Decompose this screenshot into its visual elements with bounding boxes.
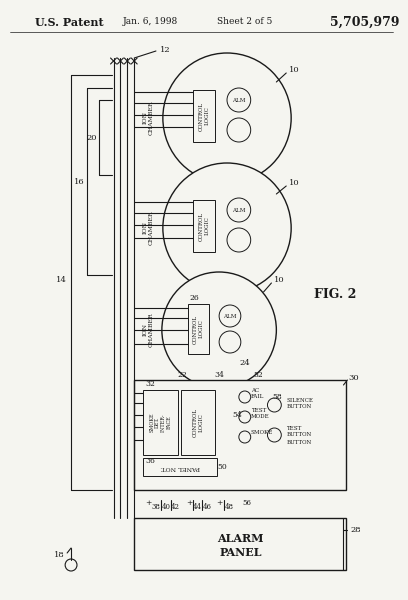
Bar — [143, 458, 217, 476]
Text: 22: 22 — [178, 371, 187, 379]
Text: 36: 36 — [145, 457, 155, 465]
Circle shape — [163, 53, 291, 183]
Text: 18: 18 — [54, 551, 64, 559]
Text: +: + — [216, 499, 222, 507]
Text: 5,705,979: 5,705,979 — [330, 16, 400, 28]
Bar — [181, 390, 215, 455]
Bar — [188, 304, 209, 354]
Text: FAIL: FAIL — [251, 395, 264, 400]
Text: 42: 42 — [171, 503, 180, 511]
Text: +: + — [145, 499, 151, 507]
Text: FIG. 2: FIG. 2 — [315, 289, 357, 301]
Text: ION
CHAMBER: ION CHAMBER — [143, 211, 153, 245]
Text: SILENCE: SILENCE — [286, 397, 313, 403]
Text: ION
CHAMBER: ION CHAMBER — [143, 313, 153, 347]
Text: 10: 10 — [289, 179, 299, 187]
Text: MODE: MODE — [251, 415, 269, 419]
Text: U.S. Patent: U.S. Patent — [35, 16, 103, 28]
Text: 58: 58 — [273, 393, 282, 401]
Text: 52: 52 — [254, 371, 264, 379]
Text: 10: 10 — [274, 276, 285, 284]
Circle shape — [227, 118, 251, 142]
Text: PANEL: PANEL — [219, 547, 262, 557]
Text: 10: 10 — [289, 66, 299, 74]
Text: 50: 50 — [217, 463, 227, 471]
Circle shape — [268, 398, 281, 412]
Text: ALM: ALM — [232, 208, 246, 212]
Text: 40: 40 — [161, 503, 170, 511]
Text: BUTTON: BUTTON — [286, 439, 311, 445]
Text: BUTTON: BUTTON — [286, 433, 311, 437]
Text: +: + — [186, 499, 193, 507]
Circle shape — [227, 198, 251, 222]
Circle shape — [239, 431, 251, 443]
Text: Jan. 6, 1998: Jan. 6, 1998 — [122, 17, 177, 26]
Text: 54: 54 — [232, 411, 242, 419]
Circle shape — [227, 88, 251, 112]
Text: PANEL NOT.: PANEL NOT. — [160, 464, 200, 469]
Text: ION
CHAMBER: ION CHAMBER — [143, 101, 153, 136]
Text: 34: 34 — [214, 371, 224, 379]
Text: ALM: ALM — [223, 313, 237, 319]
Bar — [193, 200, 215, 252]
Text: 44: 44 — [193, 503, 202, 511]
Text: Sheet 2 of 5: Sheet 2 of 5 — [217, 17, 273, 26]
Text: 12: 12 — [160, 46, 171, 54]
Bar — [193, 90, 215, 142]
Text: CONTROL
LOGIC: CONTROL LOGIC — [199, 211, 210, 241]
Bar — [134, 518, 346, 570]
Bar — [143, 390, 177, 455]
Circle shape — [162, 272, 276, 388]
Text: SMOKE: SMOKE — [251, 430, 273, 434]
Circle shape — [219, 331, 241, 353]
Text: 48: 48 — [224, 503, 233, 511]
Text: 20: 20 — [86, 134, 97, 142]
Text: TEST: TEST — [286, 425, 302, 431]
Text: CONTROL
LOGIC: CONTROL LOGIC — [193, 314, 204, 344]
Text: 28: 28 — [350, 526, 361, 534]
Text: CONTROL
LOGIC: CONTROL LOGIC — [193, 408, 203, 437]
Text: ALARM: ALARM — [217, 533, 264, 545]
Circle shape — [65, 559, 77, 571]
Text: ALM: ALM — [232, 97, 246, 103]
Circle shape — [163, 163, 291, 293]
Text: CONTROL
LOGIC: CONTROL LOGIC — [199, 101, 210, 131]
Text: 24: 24 — [239, 359, 250, 367]
Text: AC: AC — [251, 388, 259, 392]
Bar — [134, 380, 346, 490]
Text: 56: 56 — [242, 499, 251, 507]
Circle shape — [227, 228, 251, 252]
Text: 14: 14 — [56, 276, 67, 284]
Circle shape — [239, 411, 251, 423]
Text: 30: 30 — [348, 374, 359, 382]
Text: 16: 16 — [74, 178, 84, 186]
Text: 38: 38 — [151, 503, 160, 511]
Circle shape — [239, 391, 251, 403]
Text: SMOKE
DET.
INTER-
FACE: SMOKE DET. INTER- FACE — [149, 413, 172, 433]
Text: 46: 46 — [203, 503, 212, 511]
Circle shape — [268, 428, 281, 442]
Text: 26: 26 — [189, 294, 199, 302]
Text: 32: 32 — [145, 380, 155, 388]
Text: TEST: TEST — [251, 407, 266, 413]
Text: BUTTON: BUTTON — [286, 404, 311, 409]
Circle shape — [219, 305, 241, 327]
